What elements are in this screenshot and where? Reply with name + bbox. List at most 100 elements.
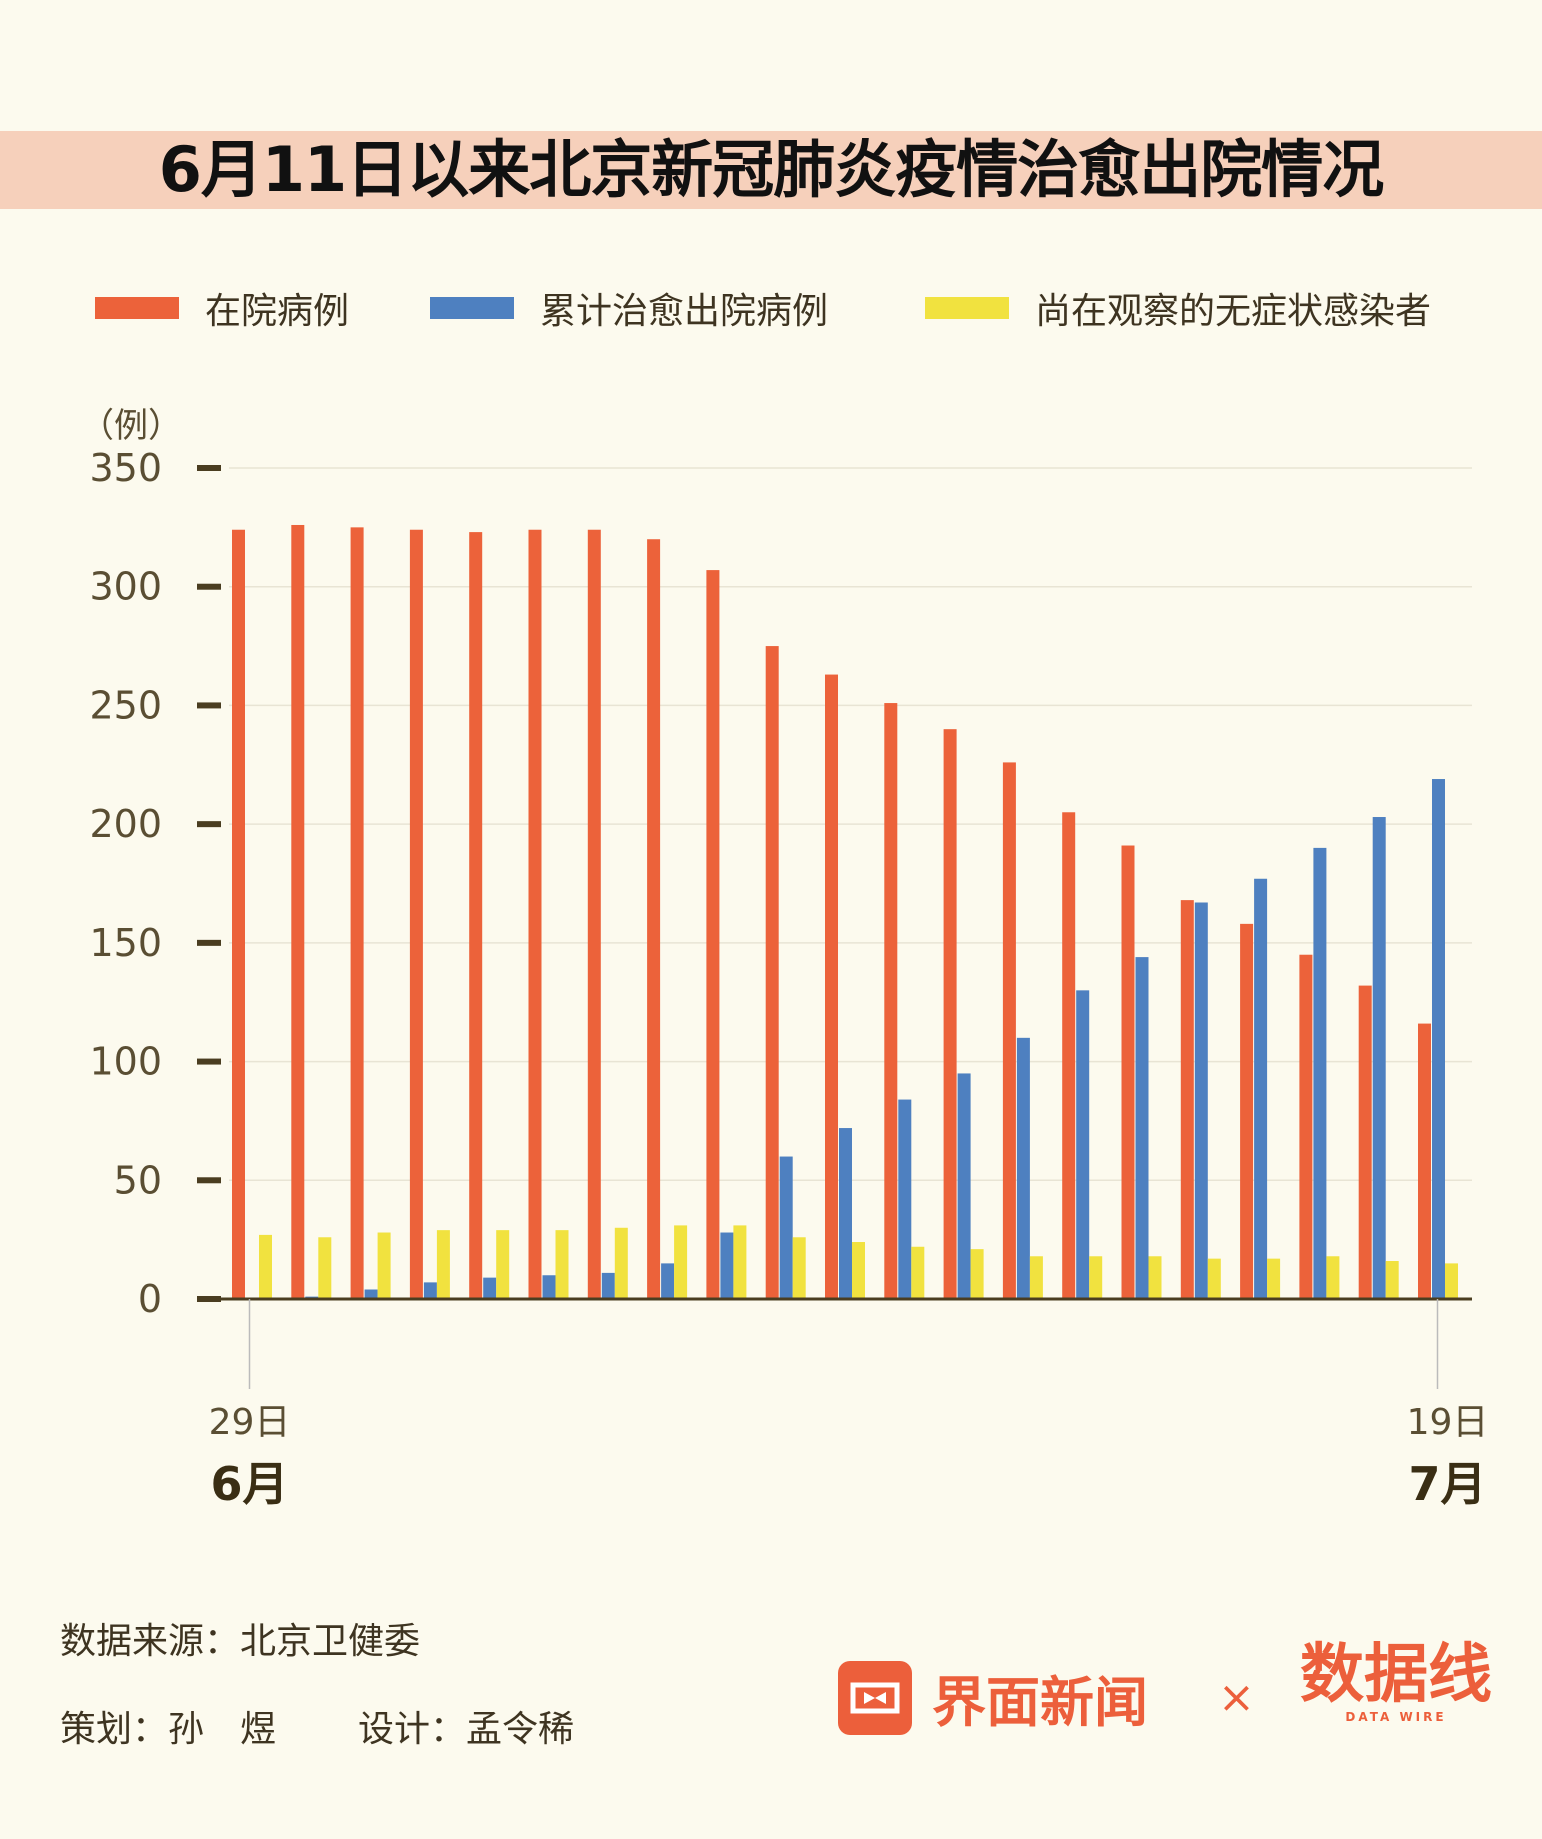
title-band (0, 131, 1542, 209)
bar-inpatients (884, 703, 898, 1299)
jiemian-logo-icon (838, 1660, 912, 1735)
bar-asymptomatic (970, 1249, 984, 1299)
y-tick (197, 702, 221, 709)
bar-recovered (661, 1263, 675, 1299)
y-tick-label: 50 (114, 1158, 162, 1202)
bar-asymptomatic (555, 1230, 569, 1299)
y-tick-label: 350 (89, 446, 162, 490)
bar-inpatients (825, 674, 838, 1299)
bar-asymptomatic (1267, 1258, 1281, 1299)
bar-recovered (1254, 878, 1268, 1299)
y-tick-label: 250 (89, 683, 162, 727)
legend-item-asymptomatic: 尚在观察的无症状感染者 (925, 282, 1431, 334)
legend-label: 在院病例 (205, 291, 350, 332)
bar-recovered (839, 1128, 852, 1299)
bar-recovered (423, 1282, 437, 1299)
bar-inpatients (1002, 762, 1016, 1299)
chart-title: 6月11日以来北京新冠肺炎疫情治愈出院情况 (158, 133, 1384, 206)
bar-inpatients (1062, 812, 1076, 1299)
bar-asymptomatic (614, 1227, 628, 1299)
bar-inpatients (587, 529, 601, 1299)
bar-recovered (1194, 902, 1208, 1299)
bar-asymptomatic (1089, 1256, 1103, 1299)
bar-asymptomatic (733, 1225, 747, 1299)
bar-inpatients (1240, 923, 1254, 1299)
y-tick-label: 300 (89, 565, 162, 609)
legend-swatch (95, 297, 179, 319)
bar-inpatients (1299, 954, 1313, 1299)
y-tick (197, 821, 221, 828)
y-tick-label: 150 (89, 921, 162, 965)
bar-asymptomatic (1445, 1263, 1458, 1299)
y-axis-unit: （例） (80, 406, 182, 446)
source-note: 数据来源：北京卫健委 (60, 1621, 421, 1662)
bar-inpatients (1121, 845, 1135, 1299)
jiemian-logo: 界面新闻 (838, 1658, 1148, 1737)
y-tick (197, 583, 221, 590)
bar-recovered (1372, 817, 1386, 1299)
bar-inpatients (350, 527, 364, 1299)
bar-asymptomatic (792, 1237, 806, 1299)
x-axis-label: 6月 (210, 1457, 288, 1511)
y-tick (197, 465, 221, 471)
bar-inpatients (1358, 985, 1372, 1299)
bar-recovered (1313, 847, 1327, 1299)
legend-swatch (430, 297, 514, 319)
bar-inpatients (291, 524, 305, 1299)
bar-recovered (483, 1277, 497, 1299)
bar-recovered (1432, 779, 1445, 1299)
bar-asymptomatic (674, 1225, 688, 1299)
bar-asymptomatic (436, 1230, 450, 1299)
designer-credit: 设计：孟令稀 (358, 1709, 575, 1750)
times-sign: × (1218, 1672, 1255, 1723)
legend-item-inpatients: 在院病例 (95, 282, 349, 334)
bar-asymptomatic (911, 1246, 925, 1299)
bar-recovered (1076, 990, 1090, 1299)
bar-recovered (720, 1232, 734, 1299)
y-tick (197, 939, 221, 946)
y-tick (197, 1177, 221, 1184)
y-tick-label: 0 (138, 1277, 162, 1321)
legend-label: 累计治愈出院病例 (540, 291, 829, 332)
bar-asymptomatic (852, 1242, 865, 1299)
bar-recovered (542, 1275, 556, 1299)
y-tick-label: 100 (89, 1040, 162, 1084)
bar-inpatients (1418, 1023, 1431, 1299)
bar-asymptomatic (496, 1230, 510, 1299)
bar-recovered (957, 1073, 971, 1299)
partner-name-en: DATA WIRE (1345, 1710, 1447, 1724)
bar-recovered (1016, 1037, 1030, 1299)
bar-inpatients (409, 529, 423, 1299)
bar-inpatients (943, 729, 957, 1299)
bar-recovered (601, 1272, 615, 1299)
y-tick (197, 1058, 221, 1065)
bar-inpatients (706, 570, 720, 1299)
partner-name: 数据线 (1300, 1638, 1492, 1712)
bar-recovered (364, 1289, 378, 1299)
bar-asymptomatic (318, 1237, 332, 1299)
bar-inpatients (765, 646, 779, 1299)
y-tick-label: 200 (89, 802, 162, 846)
legend-label: 尚在观察的无症状感染者 (1035, 291, 1432, 332)
bar-recovered (898, 1099, 912, 1299)
bar-inpatients (528, 529, 542, 1299)
bar-asymptomatic (1207, 1258, 1221, 1299)
bar-asymptomatic (259, 1234, 272, 1299)
planner-credit: 策划：孙 煜 (60, 1709, 277, 1750)
datawire-logo: 数据线 DATA WIRE (1300, 1640, 1492, 1724)
x-axis-label: 29日 (209, 1402, 291, 1443)
bar-inpatients (232, 529, 245, 1299)
bar-inpatients (469, 532, 483, 1299)
bar-inpatients (1180, 900, 1194, 1299)
bar-recovered (779, 1156, 793, 1299)
bar-recovered (1135, 957, 1149, 1299)
bar-asymptomatic (1326, 1256, 1340, 1299)
x-axis-label: 7月 (1408, 1457, 1486, 1511)
bar-asymptomatic (377, 1232, 391, 1299)
bar-inpatients (647, 539, 661, 1299)
x-axis-label: 19日 (1407, 1402, 1489, 1443)
bar-asymptomatic (1385, 1261, 1399, 1299)
legend-item-recovered: 累计治愈出院病例 (430, 282, 828, 334)
